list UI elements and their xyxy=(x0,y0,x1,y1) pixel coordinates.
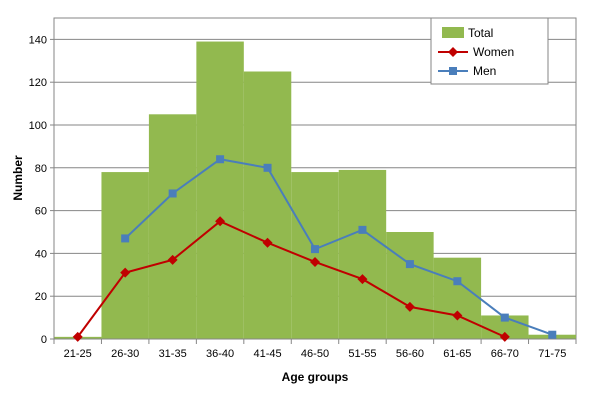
x-tick-label: 31-35 xyxy=(159,348,187,360)
y-tick-label: 20 xyxy=(35,291,47,303)
x-tick-label: 56-60 xyxy=(396,348,424,360)
bar-36-40 xyxy=(196,41,244,339)
x-tick-label: 66-70 xyxy=(491,348,519,360)
y-tick-labels: 0 20 40 60 80 100 120 140 xyxy=(29,34,47,346)
line-men xyxy=(124,158,553,336)
point-women-31-35 xyxy=(167,254,178,265)
point-women-46-50 xyxy=(310,256,320,267)
y-tick-label: 40 xyxy=(35,248,47,260)
legend-marker-women xyxy=(448,47,458,57)
point-men-36-40 xyxy=(216,155,225,164)
x-tick-label: 26-30 xyxy=(111,348,139,360)
x-tick-labels: 21-25 26-30 31-35 36-40 41-45 46-50 51-55 56-60… xyxy=(64,348,567,360)
legend-label-women: Women xyxy=(473,45,514,59)
point-women-21-25 xyxy=(72,331,83,342)
point-men-51-55 xyxy=(358,225,367,234)
point-women-61-65 xyxy=(452,310,463,321)
bar-26-30 xyxy=(101,172,149,339)
y-tick-label: 80 xyxy=(35,163,47,175)
point-men-41-45 xyxy=(263,163,272,172)
point-women-36-40 xyxy=(215,216,226,227)
x-tick-label: 51-55 xyxy=(348,348,376,360)
point-men-31-35 xyxy=(168,189,177,198)
line-women xyxy=(76,220,506,338)
x-tick-label: 61-65 xyxy=(443,348,471,360)
axes xyxy=(50,18,577,344)
point-women-26-30 xyxy=(120,267,131,278)
point-men-66-70 xyxy=(500,313,509,322)
x-tick-label: 36-40 xyxy=(206,348,234,360)
y-tick-label: 120 xyxy=(29,77,47,89)
y-tick-label: 60 xyxy=(35,206,47,218)
bars xyxy=(54,41,576,339)
point-men-46-50 xyxy=(311,245,319,254)
point-men-61-65 xyxy=(453,277,462,286)
legend: Total Women Men xyxy=(430,17,549,85)
y-tick-label: 100 xyxy=(29,120,47,132)
legend-label-men: Men xyxy=(473,64,496,78)
bar-56-60 xyxy=(386,232,434,339)
legend-label-total: Total xyxy=(468,26,493,40)
legend-marker-men xyxy=(449,67,457,75)
point-women-56-60 xyxy=(404,301,415,312)
point-women-51-55 xyxy=(357,274,368,285)
x-tick-label: 21-25 xyxy=(64,348,92,360)
y-axis-title: Number xyxy=(11,155,25,201)
point-men-56-60 xyxy=(405,260,414,269)
point-men-71-75 xyxy=(548,330,557,339)
x-tick-label: 41-45 xyxy=(253,348,281,360)
point-men-26-30 xyxy=(121,234,130,243)
legend-swatch-total xyxy=(442,27,464,38)
bar-31-35 xyxy=(148,114,197,339)
y-tick-label: 140 xyxy=(29,34,47,46)
bar-51-55 xyxy=(338,169,387,339)
point-women-66-70 xyxy=(499,331,510,342)
bar-41-45 xyxy=(243,71,292,339)
x-tick-label: 46-50 xyxy=(301,348,329,360)
y-tick-label: 0 xyxy=(41,334,47,346)
series-lines xyxy=(72,155,557,342)
point-women-41-45 xyxy=(262,237,273,248)
x-axis-title: Age groups xyxy=(282,370,349,384)
x-tick-label: 71-75 xyxy=(538,348,566,360)
bar-61-65 xyxy=(433,257,482,339)
